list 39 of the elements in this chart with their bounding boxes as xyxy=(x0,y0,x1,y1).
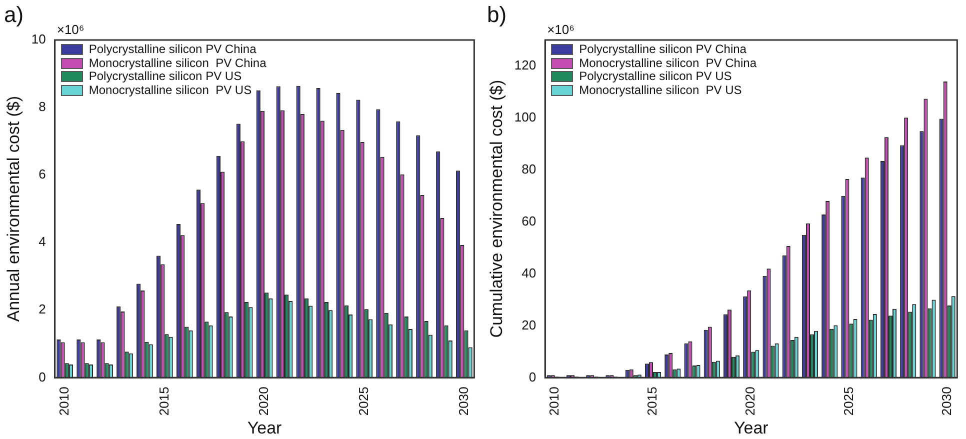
x-axis-title: Year xyxy=(734,418,769,438)
y-axis-title: Annual environmental cost ($) xyxy=(4,96,23,322)
legend-label: Polycrystalline silicon PV US xyxy=(88,69,242,84)
y-axis-title: Cumulative environmental cost ($) xyxy=(486,80,506,338)
y-tick-label: 10 xyxy=(31,32,46,47)
x-tick-label: 2030 xyxy=(456,386,471,416)
x-tick-label: 2030 xyxy=(938,386,954,416)
y-tick-label: 6 xyxy=(38,166,46,182)
y-tick-label: 4 xyxy=(38,234,46,250)
y-tick-label: 20 xyxy=(522,317,536,332)
y-tick-label: 100 xyxy=(514,110,536,125)
x-tick-label: 2020 xyxy=(256,386,272,416)
y-tick-label: 0 xyxy=(38,369,46,384)
legend-label: Polycrystalline silicon PV China xyxy=(88,42,256,56)
y-tick-label: 0 xyxy=(528,369,536,384)
y-tick-label: 80 xyxy=(522,161,536,176)
text: ×10⁶ xyxy=(547,22,574,37)
x-tick-label: 2010 xyxy=(546,386,562,416)
legend-label: Polycrystalline silicon PV China xyxy=(579,42,746,56)
chart-title: a) xyxy=(4,2,24,28)
y-tick-label: 120 xyxy=(514,58,536,73)
y-tick-label: 40 xyxy=(522,265,536,280)
legend-label: Polycrystalline silicon PV US xyxy=(579,69,732,84)
y-tick-label: 2 xyxy=(38,302,46,317)
x-tick-label: 2025 xyxy=(840,386,856,416)
x-tick-label: 2010 xyxy=(56,386,72,416)
x-tick-label: 2015 xyxy=(644,386,660,416)
x-axis-title: Year xyxy=(247,418,282,438)
y-tick-label: 8 xyxy=(38,99,46,114)
y-tick-label: 60 xyxy=(522,213,536,228)
chart-title: b) xyxy=(487,2,507,28)
text: ×10⁶ xyxy=(56,22,84,37)
x-tick-label: 2025 xyxy=(356,386,371,416)
legend-label: Monocrystalline silicon PV China xyxy=(88,56,266,70)
legend-label: Monocrystalline silicon PV US xyxy=(88,82,252,97)
x-tick-label: 2015 xyxy=(156,386,172,416)
legend-label: Monocrystalline silicon PV US xyxy=(579,82,742,97)
x-tick-label: 2020 xyxy=(742,386,758,416)
legend-label: Monocrystalline silicon PV China xyxy=(579,56,756,70)
